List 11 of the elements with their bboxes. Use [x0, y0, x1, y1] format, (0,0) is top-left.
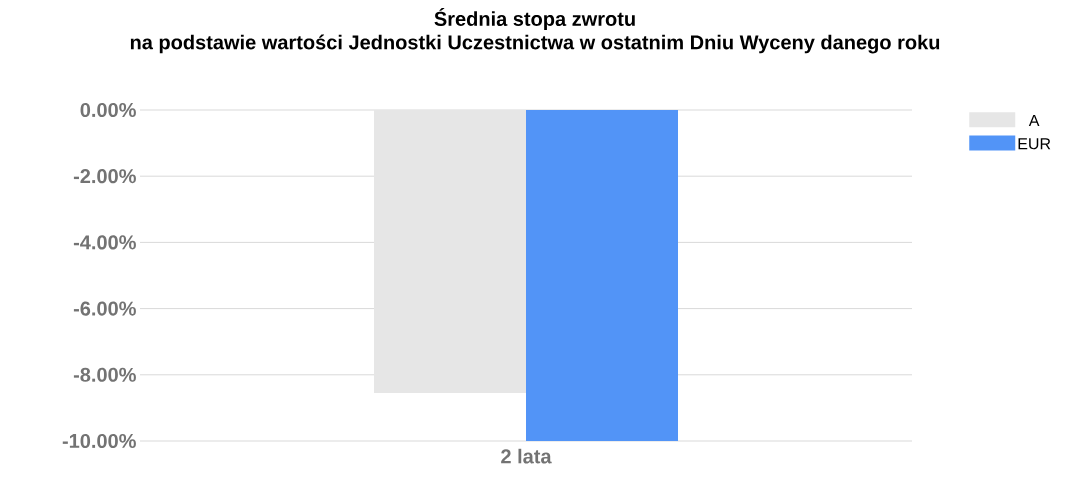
- y-tick-label: -6.00%: [73, 301, 136, 316]
- y-tick-label: -10.00%: [62, 433, 136, 449]
- chart-subtitle: na podstawie wartości Jednostki Uczestnictwa w ostatnim Dniu Wyceny danego roku: [130, 34, 940, 54]
- legend-label: EUR: [1018, 138, 1051, 150]
- chart-title: Średnia stopa zwrotu: [434, 8, 635, 30]
- y-tick-label: -4.00%: [73, 235, 136, 250]
- y-tick-label: 0.00%: [80, 102, 136, 118]
- y-tick-label: -8.00%: [73, 367, 136, 382]
- y-tick-label: -2.00%: [73, 169, 136, 184]
- legend-label: A: [1028, 114, 1040, 126]
- x-tick-label: 2 lata: [501, 448, 552, 464]
